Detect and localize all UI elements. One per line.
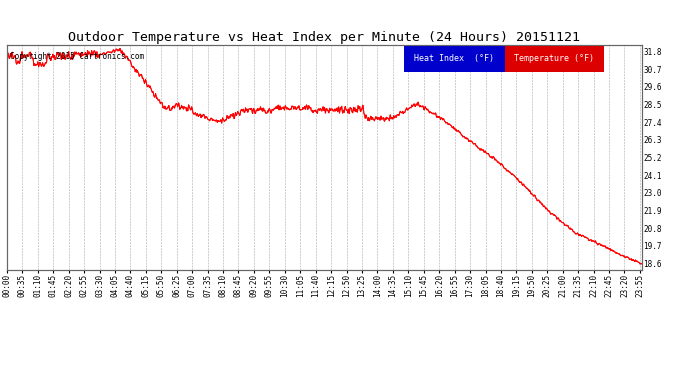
Title: Outdoor Temperature vs Heat Index per Minute (24 Hours) 20151121: Outdoor Temperature vs Heat Index per Mi… — [68, 31, 580, 44]
Text: Temperature (°F): Temperature (°F) — [515, 54, 594, 63]
Text: Copyright 2015 Cartronics.com: Copyright 2015 Cartronics.com — [10, 52, 144, 61]
Text: Heat Index  (°F): Heat Index (°F) — [415, 54, 495, 63]
Bar — [404, 45, 505, 72]
Bar — [505, 45, 604, 72]
